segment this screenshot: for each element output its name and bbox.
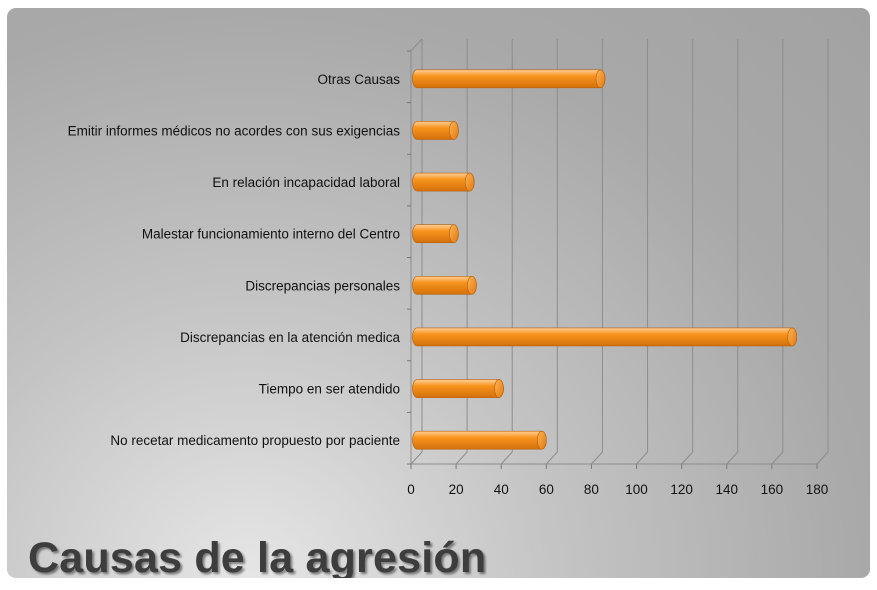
- chart-title: Causas de la agresión: [28, 534, 487, 578]
- category-label: Emitir informes médicos no acordes con s…: [68, 123, 401, 138]
- x-tick-label: 20: [449, 482, 464, 497]
- bar-cap: [449, 121, 459, 140]
- bar-cap: [467, 276, 477, 295]
- floor-line-60: [545, 451, 558, 465]
- category-label: Discrepancias en la atención medica: [180, 330, 400, 345]
- bar-body: [412, 69, 606, 89]
- floor-line-20: [455, 451, 468, 465]
- bars: [412, 69, 797, 450]
- category-label: Otras Causas: [317, 72, 400, 87]
- category-labels: Otras Causas Emitir informes médicos no a…: [68, 72, 401, 448]
- bar-body: [412, 379, 504, 398]
- bar-4: [412, 224, 459, 243]
- bar-cap: [494, 379, 504, 398]
- bar-body: [412, 430, 547, 450]
- left-wall-top: [410, 38, 423, 52]
- bar-1: [412, 69, 606, 89]
- x-tick-label: 100: [625, 482, 648, 497]
- x-tick-label: 0: [407, 482, 415, 497]
- category-label: En relación incapacidad laboral: [212, 175, 400, 190]
- bar-5: [412, 276, 477, 295]
- floor-line-140: [726, 451, 739, 465]
- floor-line-180: [816, 451, 829, 465]
- bar-body: [412, 327, 797, 347]
- bar-cap: [449, 224, 459, 243]
- bar-7: [412, 379, 504, 398]
- category-label: Malestar funcionamiento interno del Cent…: [142, 227, 400, 242]
- floor-line-120: [681, 451, 694, 465]
- chart-slide: Otras Causas Emitir informes médicos no a…: [7, 8, 870, 578]
- x-tick-label: 60: [539, 482, 554, 497]
- floor-line-0: [410, 451, 423, 465]
- x-tick-label: 40: [494, 482, 509, 497]
- x-tick-label: 160: [761, 482, 784, 497]
- bar-chart: Otras Causas Emitir informes médicos no a…: [68, 38, 829, 497]
- bar-6: [412, 327, 797, 347]
- floor-line-160: [771, 451, 784, 465]
- x-tick-label: 140: [716, 482, 739, 497]
- bar-2: [412, 121, 459, 140]
- category-label: Tiempo en ser atendido: [259, 382, 400, 397]
- bar-body: [412, 276, 477, 295]
- bar-cap: [787, 327, 797, 347]
- category-label: No recetar medicamento propuesto por pac…: [110, 433, 400, 448]
- x-tick-label: 80: [584, 482, 599, 497]
- x-tick-label: 180: [806, 482, 829, 497]
- floor-line-40: [500, 451, 513, 465]
- x-tick-label: 120: [670, 482, 693, 497]
- category-label: Discrepancias personales: [245, 278, 400, 293]
- floor-line-100: [636, 451, 648, 465]
- floor-line-80: [591, 451, 603, 465]
- bar-3: [412, 172, 475, 192]
- bar-8: [412, 430, 547, 450]
- grid-lines: [407, 38, 829, 469]
- x-axis-tick-labels: 0 20 40 60 80 100 120 140 160 180: [407, 482, 828, 497]
- bar-cap: [595, 69, 606, 89]
- bar-cap: [537, 430, 547, 450]
- bar-cap: [464, 172, 475, 192]
